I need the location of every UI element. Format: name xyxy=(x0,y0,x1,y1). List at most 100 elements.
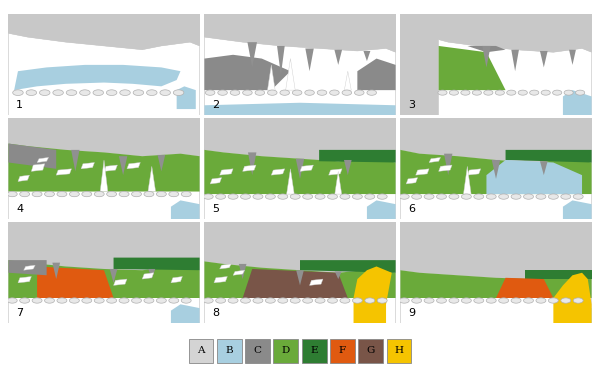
Ellipse shape xyxy=(290,194,300,199)
Polygon shape xyxy=(148,166,155,192)
Ellipse shape xyxy=(157,192,166,197)
Ellipse shape xyxy=(292,90,302,95)
Ellipse shape xyxy=(144,192,154,197)
Polygon shape xyxy=(148,269,155,279)
Ellipse shape xyxy=(355,90,364,95)
Polygon shape xyxy=(400,270,592,298)
Ellipse shape xyxy=(44,298,55,303)
Polygon shape xyxy=(496,278,553,298)
Ellipse shape xyxy=(181,298,191,303)
Polygon shape xyxy=(113,279,127,285)
Ellipse shape xyxy=(377,194,387,199)
Ellipse shape xyxy=(340,194,350,199)
Polygon shape xyxy=(8,118,200,219)
Polygon shape xyxy=(329,169,342,175)
Ellipse shape xyxy=(536,194,546,199)
Polygon shape xyxy=(8,33,200,115)
Ellipse shape xyxy=(160,90,170,96)
Polygon shape xyxy=(8,144,56,169)
Polygon shape xyxy=(8,14,200,50)
Ellipse shape xyxy=(144,298,154,303)
Ellipse shape xyxy=(173,90,184,96)
Polygon shape xyxy=(239,264,247,279)
Ellipse shape xyxy=(352,194,362,199)
Ellipse shape xyxy=(499,194,509,199)
Polygon shape xyxy=(56,169,71,175)
Polygon shape xyxy=(563,304,592,323)
Polygon shape xyxy=(563,200,592,219)
Ellipse shape xyxy=(329,90,339,95)
Polygon shape xyxy=(110,269,118,283)
Polygon shape xyxy=(214,276,227,283)
Polygon shape xyxy=(400,222,592,323)
Ellipse shape xyxy=(424,194,434,199)
Ellipse shape xyxy=(437,194,446,199)
Ellipse shape xyxy=(449,194,459,199)
Polygon shape xyxy=(400,150,592,219)
Polygon shape xyxy=(8,260,200,298)
Text: 2: 2 xyxy=(212,100,219,110)
Ellipse shape xyxy=(524,194,533,199)
Polygon shape xyxy=(563,90,592,115)
Ellipse shape xyxy=(365,298,375,303)
Polygon shape xyxy=(119,156,127,175)
Ellipse shape xyxy=(106,90,117,96)
Polygon shape xyxy=(8,222,200,270)
FancyBboxPatch shape xyxy=(217,339,242,363)
Ellipse shape xyxy=(32,298,42,303)
Ellipse shape xyxy=(541,90,550,95)
Polygon shape xyxy=(242,269,348,298)
Polygon shape xyxy=(233,270,245,275)
Ellipse shape xyxy=(399,298,409,303)
Ellipse shape xyxy=(169,298,179,303)
Ellipse shape xyxy=(461,298,472,303)
Polygon shape xyxy=(439,39,592,115)
Ellipse shape xyxy=(573,298,583,303)
Ellipse shape xyxy=(573,194,583,199)
Ellipse shape xyxy=(472,90,481,95)
Polygon shape xyxy=(8,144,200,219)
Ellipse shape xyxy=(484,90,493,95)
Polygon shape xyxy=(8,14,200,115)
Polygon shape xyxy=(286,59,295,90)
Polygon shape xyxy=(400,222,592,279)
Ellipse shape xyxy=(518,90,527,95)
Polygon shape xyxy=(487,160,582,194)
Ellipse shape xyxy=(203,298,213,303)
Ellipse shape xyxy=(367,90,376,95)
Ellipse shape xyxy=(169,192,179,197)
Polygon shape xyxy=(300,165,313,171)
Ellipse shape xyxy=(230,90,240,95)
Ellipse shape xyxy=(253,298,263,303)
Ellipse shape xyxy=(228,298,238,303)
Polygon shape xyxy=(429,158,440,162)
Ellipse shape xyxy=(561,194,571,199)
Ellipse shape xyxy=(94,298,104,303)
Ellipse shape xyxy=(268,90,277,95)
Polygon shape xyxy=(171,200,200,219)
Polygon shape xyxy=(553,273,592,323)
Ellipse shape xyxy=(548,194,559,199)
Ellipse shape xyxy=(241,298,250,303)
Polygon shape xyxy=(300,260,395,273)
Ellipse shape xyxy=(228,194,238,199)
Polygon shape xyxy=(220,264,231,269)
Polygon shape xyxy=(400,118,592,162)
Ellipse shape xyxy=(241,194,250,199)
Polygon shape xyxy=(406,177,418,184)
Polygon shape xyxy=(358,59,395,90)
Polygon shape xyxy=(71,150,80,171)
Ellipse shape xyxy=(26,90,37,96)
Text: 9: 9 xyxy=(408,308,415,318)
Ellipse shape xyxy=(377,298,387,303)
Polygon shape xyxy=(81,162,94,169)
Ellipse shape xyxy=(564,90,573,95)
Polygon shape xyxy=(277,46,285,75)
Ellipse shape xyxy=(302,298,313,303)
Ellipse shape xyxy=(242,90,252,95)
Ellipse shape xyxy=(412,298,422,303)
Ellipse shape xyxy=(70,298,79,303)
Ellipse shape xyxy=(449,298,459,303)
Polygon shape xyxy=(14,65,181,90)
Polygon shape xyxy=(310,279,323,285)
